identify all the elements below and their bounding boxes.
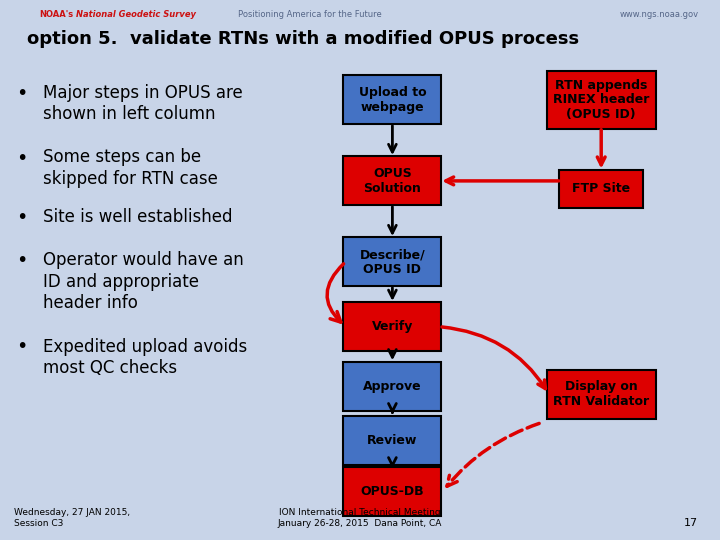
Text: Upload to
webpage: Upload to webpage — [359, 86, 426, 113]
Text: FTP Site: FTP Site — [572, 183, 630, 195]
Text: Review: Review — [367, 434, 418, 447]
FancyArrowPatch shape — [327, 264, 343, 322]
Text: www.ngs.noaa.gov: www.ngs.noaa.gov — [619, 10, 698, 19]
Text: Site is well established: Site is well established — [43, 208, 233, 226]
FancyBboxPatch shape — [547, 71, 655, 129]
Text: Positioning America for the Future: Positioning America for the Future — [238, 10, 382, 19]
FancyBboxPatch shape — [343, 362, 441, 410]
Text: •: • — [16, 148, 27, 167]
FancyBboxPatch shape — [343, 302, 441, 351]
FancyBboxPatch shape — [343, 467, 441, 516]
FancyBboxPatch shape — [547, 369, 655, 419]
Text: Operator would have an
ID and appropriate
header info: Operator would have an ID and appropriat… — [43, 251, 244, 312]
FancyArrowPatch shape — [447, 423, 539, 486]
Text: Some steps can be
skipped for RTN case: Some steps can be skipped for RTN case — [43, 148, 218, 188]
Text: RTN appends
RINEX header
(OPUS ID): RTN appends RINEX header (OPUS ID) — [553, 79, 649, 121]
Text: OPUS-DB: OPUS-DB — [361, 485, 424, 498]
Text: Verify: Verify — [372, 320, 413, 333]
Text: •: • — [16, 208, 27, 227]
FancyBboxPatch shape — [343, 157, 441, 205]
Text: NOAA's: NOAA's — [40, 10, 73, 19]
Text: Wednesday, 27 JAN 2015,
Session C3: Wednesday, 27 JAN 2015, Session C3 — [14, 508, 130, 528]
Text: 17: 17 — [684, 518, 698, 528]
Text: Expedited upload avoids
most QC checks: Expedited upload avoids most QC checks — [43, 338, 248, 377]
Text: Approve: Approve — [363, 380, 422, 393]
FancyBboxPatch shape — [343, 76, 441, 125]
Text: Major steps in OPUS are
shown in left column: Major steps in OPUS are shown in left co… — [43, 84, 243, 123]
Text: option 5.  validate RTNs with a modified OPUS process: option 5. validate RTNs with a modified … — [27, 30, 580, 48]
Text: •: • — [16, 84, 27, 103]
FancyBboxPatch shape — [343, 416, 441, 464]
Text: Display on
RTN Validator: Display on RTN Validator — [553, 381, 649, 408]
FancyBboxPatch shape — [559, 170, 643, 208]
Text: OPUS
Solution: OPUS Solution — [364, 167, 421, 194]
Text: ION International Technical Meeting
January 26-28, 2015  Dana Point, CA: ION International Technical Meeting Janu… — [278, 508, 442, 528]
Text: •: • — [16, 251, 27, 270]
Text: Describe/
OPUS ID: Describe/ OPUS ID — [359, 248, 426, 275]
Text: National Geodetic Survey: National Geodetic Survey — [76, 10, 196, 19]
FancyBboxPatch shape — [343, 238, 441, 286]
Text: •: • — [16, 338, 27, 356]
